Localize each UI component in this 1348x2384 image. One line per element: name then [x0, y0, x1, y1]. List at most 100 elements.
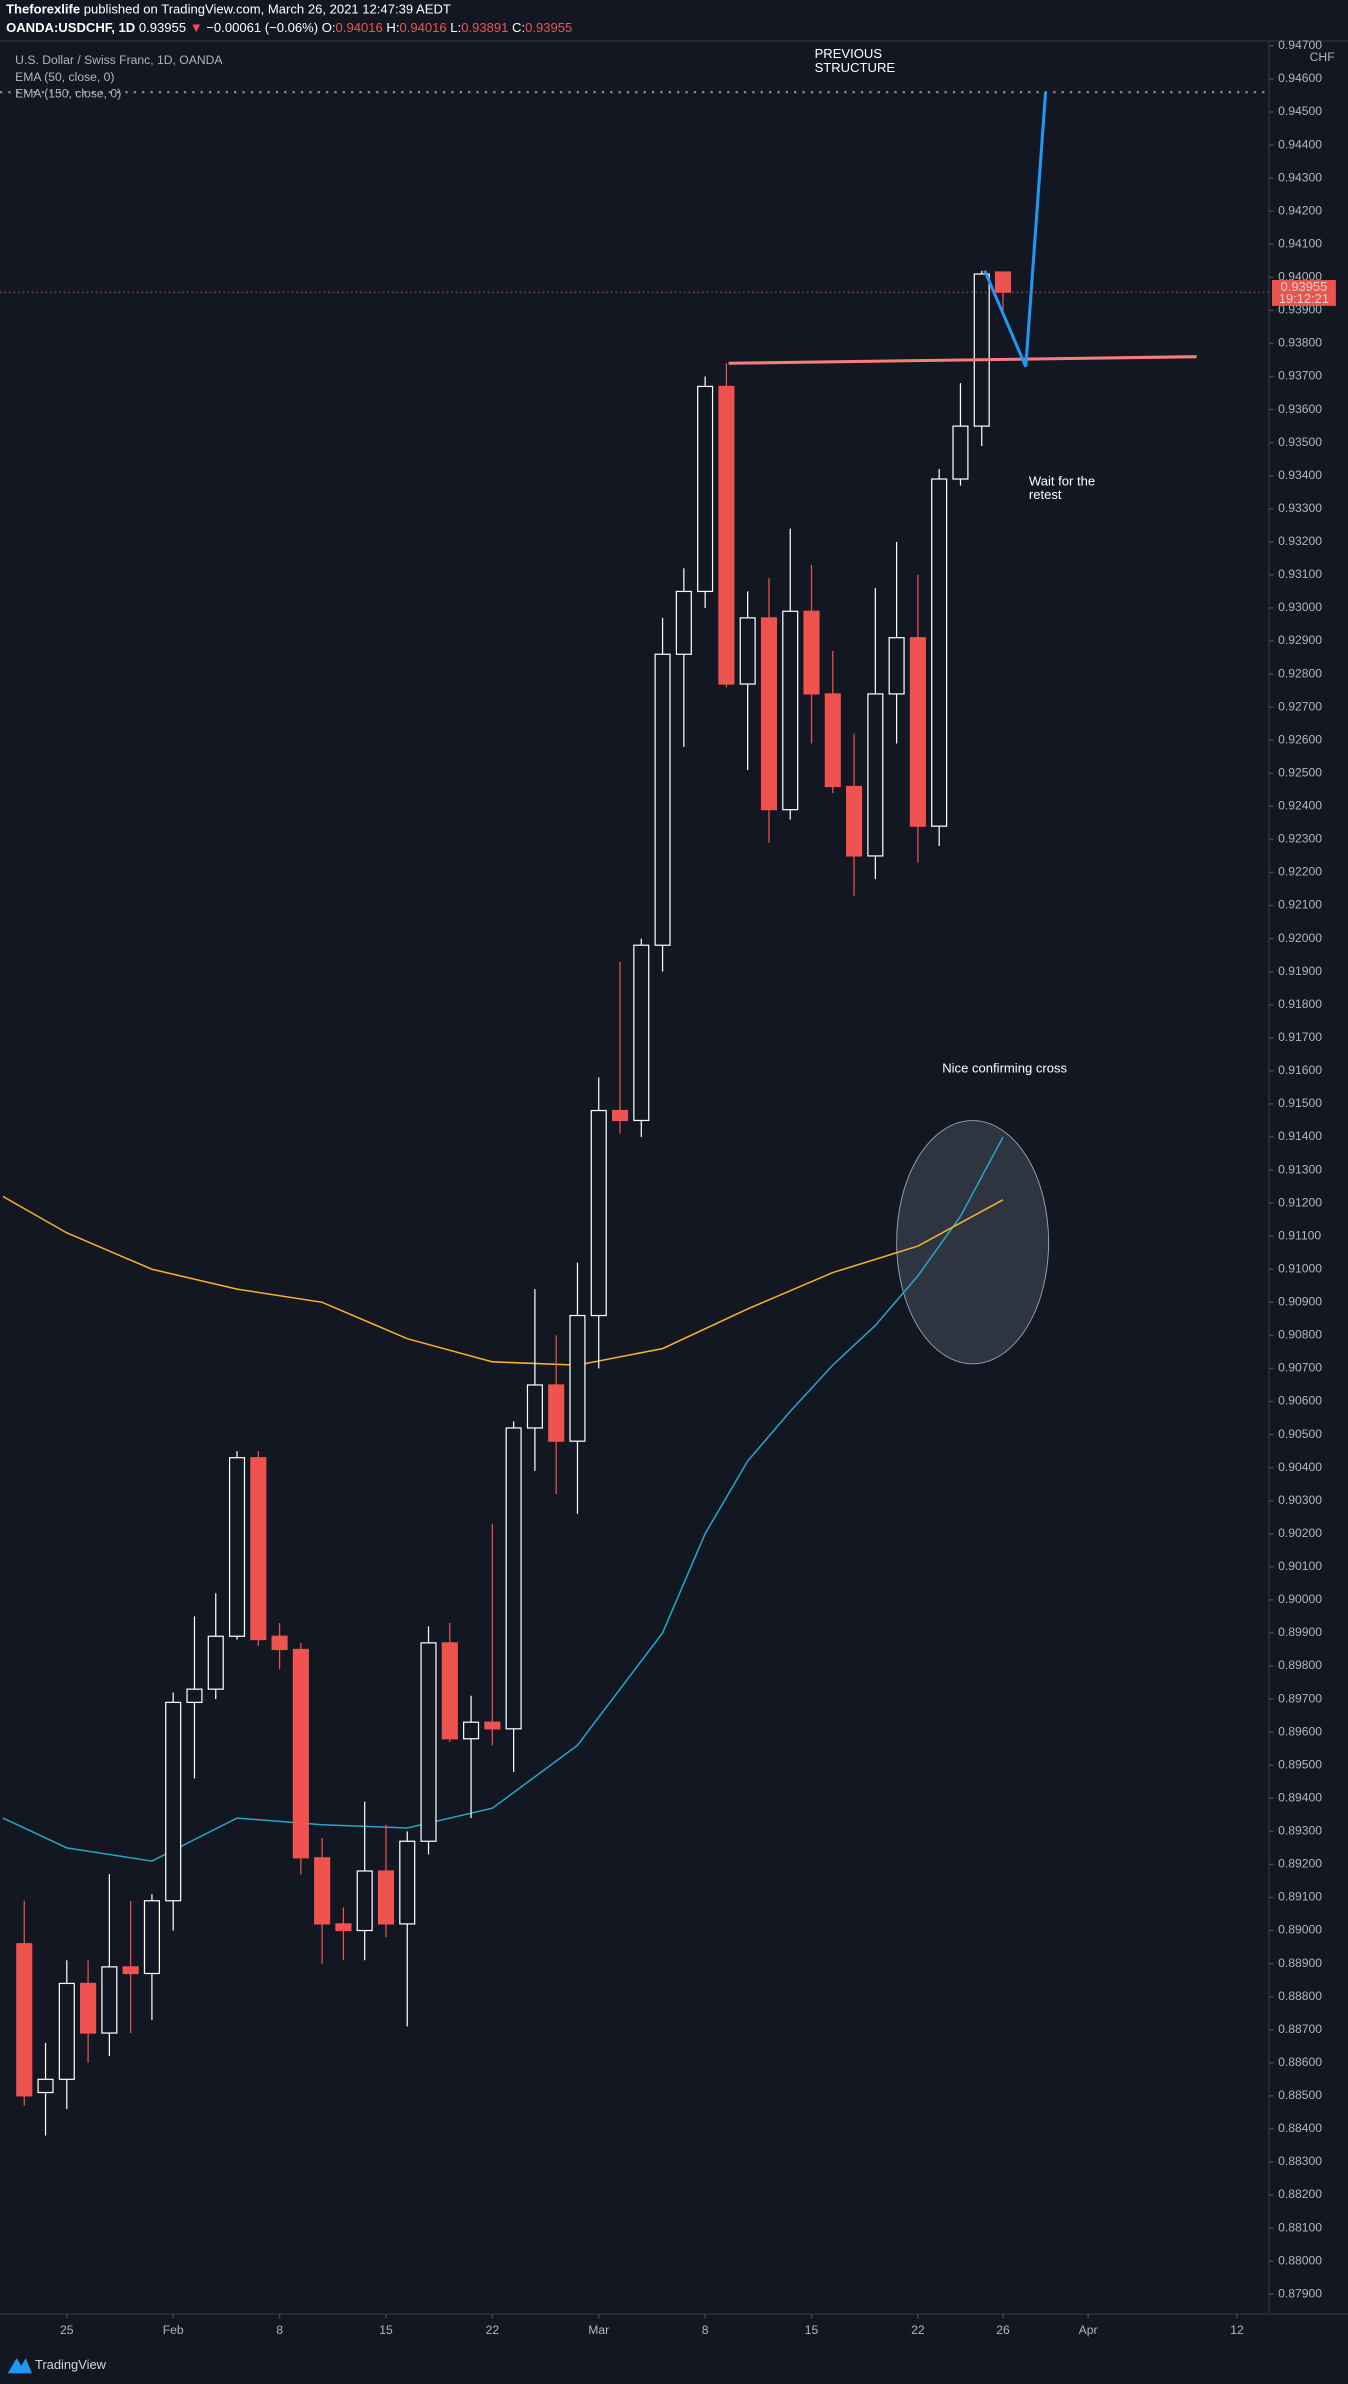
- y-tick-label: 0.89800: [1278, 1658, 1322, 1672]
- y-tick-label: 0.92300: [1278, 832, 1322, 846]
- y-tick-label: 0.94600: [1278, 71, 1322, 85]
- candle-body: [760, 617, 778, 811]
- candle-body: [654, 653, 671, 946]
- y-tick-label: 0.94400: [1278, 137, 1322, 151]
- y-tick-label: 0.90600: [1278, 1394, 1322, 1408]
- candle-body: [271, 1635, 288, 1651]
- candle-body: [824, 693, 841, 788]
- candle-body: [377, 1870, 395, 1925]
- candle-body: [590, 1109, 607, 1317]
- legend-entry: EMA (150, close, 0): [15, 86, 121, 100]
- y-tick-label: 0.93400: [1278, 468, 1322, 482]
- candle-body: [484, 1721, 501, 1730]
- candle-body: [356, 1870, 373, 1932]
- footer-logo: [7, 2358, 32, 2374]
- x-tick-label: Mar: [588, 2323, 609, 2337]
- y-tick-label: 0.94200: [1278, 203, 1322, 217]
- y-tick-label: 0.87900: [1278, 2286, 1322, 2300]
- price-label: 0.93955: [1281, 279, 1328, 294]
- annotation: Nice confirming cross: [942, 1060, 1067, 1075]
- ohlc-h-value: 0.94016: [399, 20, 446, 35]
- candle-body: [846, 785, 863, 857]
- y-tick-label: 0.91700: [1278, 1030, 1322, 1044]
- published: published on TradingView.com, March 26, …: [84, 2, 451, 17]
- y-tick-label: 0.93500: [1278, 435, 1322, 449]
- candle-body: [101, 1966, 118, 2034]
- y-tick-label: 0.88700: [1278, 2022, 1322, 2036]
- candle-body: [803, 610, 820, 695]
- candle-body: [569, 1314, 586, 1442]
- y-tick-label: 0.89700: [1278, 1691, 1322, 1705]
- legend-entry: EMA (50, close, 0): [15, 70, 114, 84]
- x-tick-label: 22: [911, 2323, 925, 2337]
- candle-body: [335, 1923, 352, 1932]
- y-tick-label: 0.92700: [1278, 699, 1322, 713]
- y-tick-label: 0.93200: [1278, 534, 1322, 548]
- candle-body: [675, 590, 692, 655]
- candle-body: [888, 637, 905, 695]
- candle-body: [37, 2078, 54, 2094]
- candle-body: [739, 617, 756, 685]
- y-tick-label: 0.90700: [1278, 1361, 1322, 1375]
- y-tick-label: 0.88800: [1278, 1989, 1322, 2003]
- y-tick-label: 0.90200: [1278, 1526, 1322, 1540]
- ohlc-l: L:: [450, 20, 461, 35]
- candle-body: [994, 271, 1012, 293]
- x-tick-label: 15: [379, 2323, 393, 2337]
- x-tick-label: 25: [60, 2323, 74, 2337]
- y-tick-label: 0.88300: [1278, 2154, 1322, 2168]
- y-tick-label: 0.93700: [1278, 369, 1322, 383]
- footer: TradingView: [7, 2357, 107, 2374]
- y-tick-label: 0.93000: [1278, 600, 1322, 614]
- candle-body: [80, 1982, 97, 2034]
- y-tick-label: 0.91100: [1278, 1228, 1321, 1242]
- x-tick-label: 26: [996, 2323, 1010, 2337]
- candle-body: [292, 1648, 309, 1859]
- arrow: ▼: [190, 20, 203, 35]
- y-tick-label: 0.90300: [1278, 1493, 1322, 1507]
- x-tick-label: Feb: [163, 2323, 184, 2337]
- candle-body: [420, 1642, 437, 1842]
- candle-body: [973, 273, 990, 427]
- y-tick-label: 0.91600: [1278, 1063, 1322, 1077]
- candle-body: [909, 637, 926, 827]
- candle-body: [16, 1943, 33, 2097]
- x-tick-label: 8: [702, 2323, 709, 2337]
- candle-body: [548, 1384, 565, 1442]
- candle-body: [633, 944, 650, 1122]
- y-tick-label: 0.89300: [1278, 1824, 1322, 1838]
- y-tick-label: 0.91900: [1278, 964, 1322, 978]
- x-tick-label: 8: [276, 2323, 283, 2337]
- price-label-box: [1272, 280, 1336, 306]
- candle-body: [931, 478, 948, 827]
- candle-body: [165, 1701, 182, 1902]
- footer-text: TradingView: [35, 2357, 107, 2372]
- y-tick-label: 0.89900: [1278, 1625, 1322, 1639]
- chart-title: U.S. Dollar / Swiss Franc, 1D, OANDA: [15, 53, 223, 67]
- y-tick-label: 0.94500: [1278, 104, 1322, 118]
- y-tick-label: 0.92000: [1278, 931, 1322, 945]
- y-tick-label: 0.88200: [1278, 2187, 1322, 2201]
- drawing-line: [728, 355, 1197, 365]
- y-tick-label: 0.91500: [1278, 1096, 1322, 1110]
- annotation: retest: [1029, 487, 1062, 502]
- candle-body: [526, 1384, 543, 1429]
- y-tick-label: 0.91300: [1278, 1162, 1322, 1176]
- y-unit: CHF: [1310, 50, 1335, 64]
- ema-line: [2, 1136, 1004, 1862]
- candle-body: [228, 1457, 246, 1637]
- y-tick-label: 0.90000: [1278, 1592, 1322, 1606]
- x-tick-label: 22: [486, 2323, 500, 2337]
- y-tick-label: 0.91200: [1278, 1195, 1322, 1209]
- candle-body: [122, 1966, 139, 1975]
- y-tick-label: 0.92400: [1278, 799, 1322, 813]
- y-tick-label: 0.90500: [1278, 1427, 1322, 1441]
- y-tick-label: 0.88000: [1278, 2253, 1322, 2267]
- last: 0.93955: [139, 20, 186, 35]
- y-tick-label: 0.93800: [1278, 336, 1322, 350]
- symbol: OANDA:USDCHF, 1D: [6, 20, 135, 35]
- plot: [0, 91, 1269, 2136]
- annotation: Wait for the: [1029, 473, 1095, 488]
